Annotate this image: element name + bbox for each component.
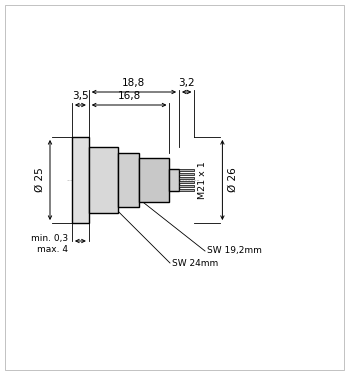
Text: SW 24mm: SW 24mm bbox=[172, 258, 218, 267]
Bar bbox=[170, 169, 179, 191]
Text: M21 x 1: M21 x 1 bbox=[198, 161, 207, 199]
Text: min. 0,3: min. 0,3 bbox=[31, 234, 68, 243]
Text: Ø 26: Ø 26 bbox=[228, 168, 237, 192]
Bar bbox=[139, 158, 170, 202]
Bar bbox=[179, 169, 194, 171]
Text: Ø 25: Ø 25 bbox=[35, 168, 45, 192]
Text: 18,8: 18,8 bbox=[122, 78, 146, 88]
Bar bbox=[179, 181, 194, 183]
Bar bbox=[72, 137, 89, 223]
Bar bbox=[89, 147, 118, 213]
Bar bbox=[179, 177, 194, 179]
Bar bbox=[179, 185, 194, 187]
Text: 3,5: 3,5 bbox=[72, 91, 89, 101]
Bar bbox=[118, 153, 139, 207]
Text: 16,8: 16,8 bbox=[118, 91, 141, 101]
Text: max. 4: max. 4 bbox=[37, 244, 68, 254]
Text: SW 19,2mm: SW 19,2mm bbox=[207, 246, 262, 255]
Bar bbox=[179, 173, 194, 175]
Text: 3,2: 3,2 bbox=[178, 78, 195, 88]
Bar bbox=[179, 189, 194, 191]
